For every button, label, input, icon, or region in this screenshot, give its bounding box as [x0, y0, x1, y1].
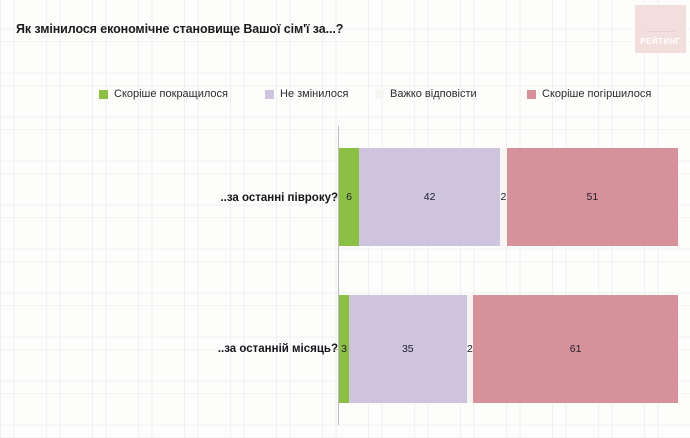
brand-logo: РЕЙТИНГ: [635, 5, 686, 53]
legend-item-label: Скоріше погіршилося: [542, 88, 652, 100]
legend-swatch-icon: [99, 89, 108, 99]
legend-swatch-icon: [527, 89, 536, 99]
legend-item-label: Не змінилося: [280, 88, 349, 100]
chart-legend: Скоріше покращилося Не змінилося Важко від…: [0, 85, 690, 105]
legend-swatch-icon: [375, 89, 384, 99]
bar-segment[interactable]: 2: [500, 148, 507, 246]
brand-logo-text: РЕЙТИНГ: [640, 37, 681, 46]
category-label: ..за останній місяць?: [217, 343, 338, 355]
axis-tick: [333, 349, 338, 350]
bar-segment[interactable]: 42: [359, 148, 501, 246]
bar-segment-value: 61: [569, 343, 582, 355]
bar-segment-value: 42: [423, 191, 436, 203]
bar-segment-value: 51: [586, 191, 599, 203]
brand-logo-mark: [647, 31, 675, 32]
legend-swatch-icon: [265, 89, 274, 99]
legend-item-label: Важко відповісти: [390, 88, 477, 100]
bar-track: 6 42 2 51: [339, 148, 678, 246]
legend-item[interactable]: Важко відповісти: [375, 85, 477, 103]
category-label: ..за останні півроку?: [220, 192, 338, 204]
bar-segment-value: 35: [401, 343, 414, 355]
bar-segment-value: 6: [346, 191, 352, 203]
bar-segment[interactable]: 3: [339, 295, 350, 403]
bar-segment[interactable]: 51: [506, 148, 678, 246]
bar-segment[interactable]: 2: [466, 295, 474, 403]
legend-item[interactable]: Не змінилося: [265, 85, 349, 103]
bar-segment[interactable]: 6: [339, 148, 360, 246]
axis-tick: [333, 197, 338, 198]
bar-segment[interactable]: 61: [473, 295, 678, 403]
legend-item-label: Скоріше покращилося: [114, 88, 228, 100]
bar-segment[interactable]: 35: [349, 295, 467, 403]
legend-item[interactable]: Скоріше погіршилося: [527, 85, 651, 103]
legend-item[interactable]: Скоріше покращилося: [99, 85, 228, 103]
y-axis-line: [338, 126, 339, 425]
bar-row: 3 35 2 61: [339, 295, 678, 403]
page-title: Як змінилося економічне становище Вашої …: [16, 22, 344, 36]
header: Як змінилося економічне становище Вашої …: [0, 0, 690, 62]
bar-track: 3 35 2 61: [339, 295, 678, 403]
bar-row: 6 42 2 51: [339, 148, 678, 246]
